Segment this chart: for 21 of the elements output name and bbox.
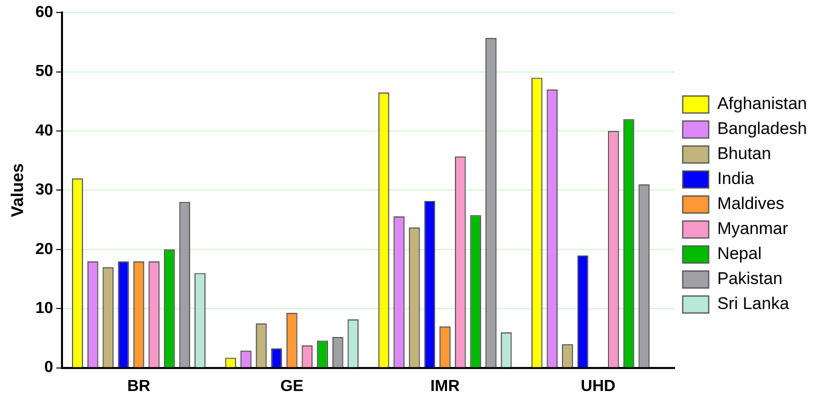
legend-label: Nepal xyxy=(717,244,762,264)
legend-label: Maldives xyxy=(717,194,784,214)
y-tick-label: 50 xyxy=(35,63,54,80)
x-tick-label: GE xyxy=(280,378,304,395)
y-tick-label: 0 xyxy=(44,359,54,376)
y-axis-title: Values xyxy=(8,163,27,218)
legend-label: India xyxy=(717,169,755,188)
y-tick-label: 30 xyxy=(35,182,54,199)
y-tick-label: 40 xyxy=(35,122,54,140)
x-tick-label: BR xyxy=(127,378,151,395)
legend-label: Pakistan xyxy=(717,269,782,288)
legend-label: Myanmar xyxy=(717,219,788,238)
legend-label: Bhutan xyxy=(717,144,772,164)
x-tick-label: IMR xyxy=(430,378,460,395)
y-tick-label: 60 xyxy=(35,4,54,22)
legend-label: Sri Lanka xyxy=(717,294,790,314)
y-tick-label: 20 xyxy=(35,240,54,258)
x-tick-label: UHD xyxy=(580,378,616,395)
legend-label: Bangladesh xyxy=(717,119,808,138)
y-tick-label: 10 xyxy=(35,300,54,318)
legend-label: Afghanistan xyxy=(717,94,807,114)
